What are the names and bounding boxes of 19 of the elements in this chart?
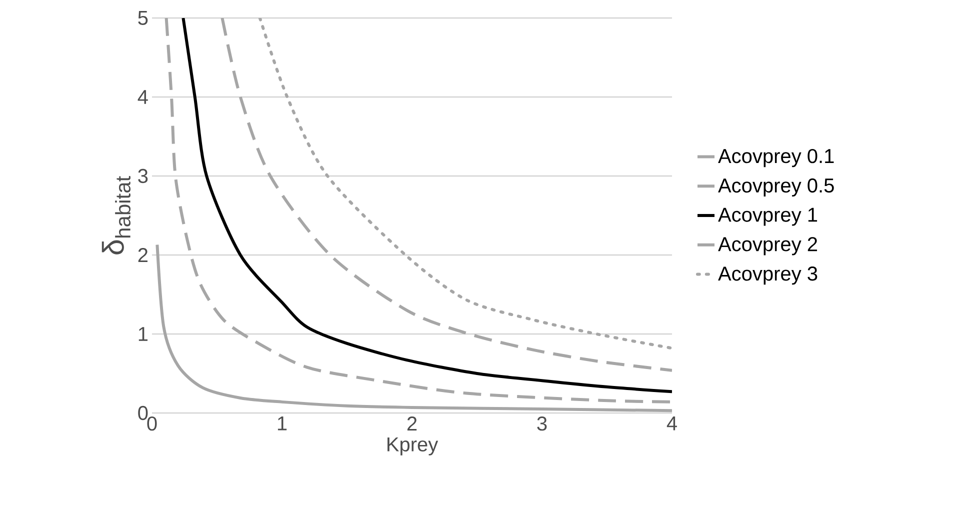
legend-label: Acovprey 3 <box>718 266 818 285</box>
x-tick-label: 4 <box>666 416 677 430</box>
y-tick-label: 0 <box>138 406 148 420</box>
legend-label: Acovprey 0.1 <box>718 148 834 168</box>
x-tick-label: 1 <box>278 416 287 430</box>
y-tick-label: 3 <box>138 168 148 184</box>
x-tick-label: 0 <box>147 416 157 431</box>
y-tick-label: 5 <box>138 11 148 25</box>
y-axis-title: δ$_{habitat}$ <box>102 176 131 254</box>
y-tick-label: 1 <box>138 327 148 341</box>
x-tick-label: 2 <box>407 416 417 430</box>
line-series <box>156 243 672 412</box>
legend-label: Acovprey 0.5 <box>718 178 834 197</box>
x-tick-label: 3 <box>537 416 547 431</box>
y-tick-label: 2 <box>138 248 148 262</box>
legend-label: Acovprey 2 <box>718 237 818 256</box>
legend-label: Acovprey 1 <box>718 208 818 226</box>
x-axis-title: Kprey <box>388 438 438 456</box>
y-tick-label: 4 <box>138 90 148 104</box>
